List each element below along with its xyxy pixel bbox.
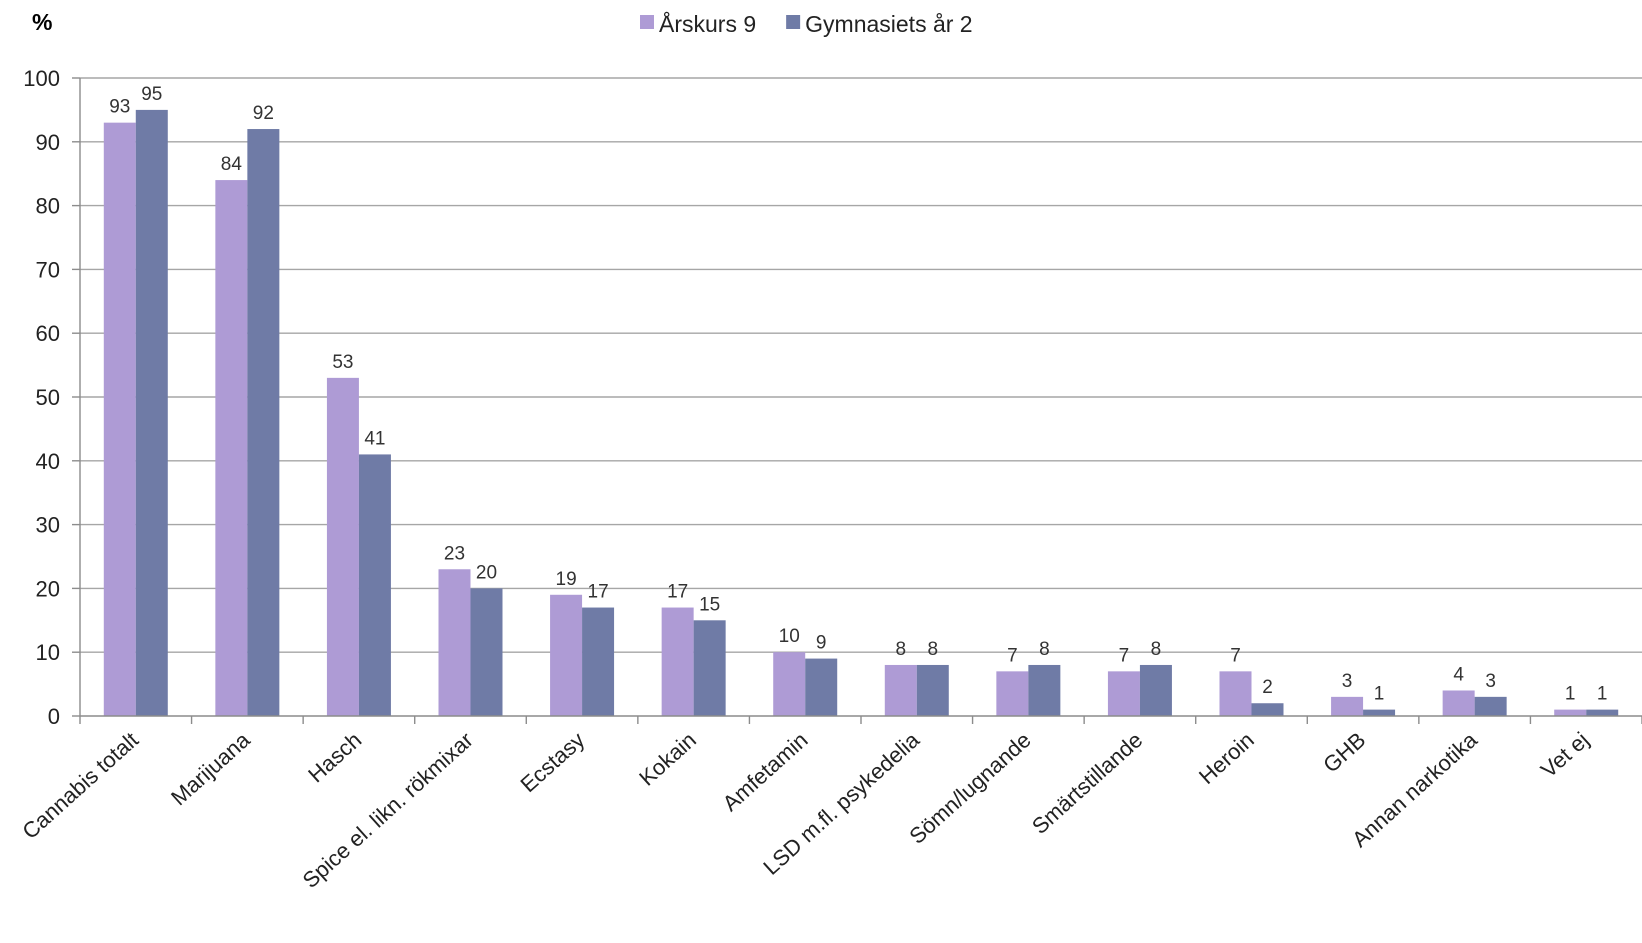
gridlines: [80, 77, 1642, 653]
legend-label: Årskurs 9: [659, 10, 756, 37]
data-label: 8: [1151, 639, 1162, 660]
bar-series-2: [693, 620, 726, 716]
y-tick-label: 100: [23, 66, 60, 91]
data-label: 17: [588, 582, 609, 603]
data-label: 3: [1342, 671, 1353, 692]
data-label: 1: [1597, 684, 1608, 705]
bar-series-2: [358, 454, 391, 716]
legend-label: Gymnasiets år 2: [805, 11, 972, 37]
bar-series-2: [1028, 664, 1061, 716]
y-axis-tick-labels: 0 10 20 30 40 50 60 70 80 90 100: [23, 66, 60, 729]
data-label: 8: [895, 639, 906, 660]
y-tick-label: 50: [36, 385, 60, 410]
data-label: 23: [444, 543, 465, 564]
category-label: Sömn/lugnande: [904, 727, 1035, 849]
bar-series-1: [884, 664, 917, 716]
data-label: 41: [364, 428, 385, 449]
y-tick-label: 80: [36, 194, 60, 219]
y-tick-label: 90: [36, 130, 60, 155]
y-tick-label: 0: [48, 704, 60, 729]
category-label: Vet ej: [1536, 727, 1594, 782]
legend-swatch: [640, 15, 654, 29]
bar-series-1: [996, 671, 1029, 716]
bar-series-1: [438, 569, 471, 716]
data-label: 53: [332, 352, 353, 373]
legend: Årskurs 9 Gymnasiets år 2: [640, 10, 973, 37]
category-label: Marijuana: [166, 727, 255, 811]
data-label: 84: [221, 154, 243, 175]
category-label: Hasch: [303, 727, 366, 787]
axes: [72, 77, 1642, 724]
bar-series-2: [1251, 703, 1284, 716]
bars: [103, 109, 1619, 717]
data-label: 20: [476, 562, 497, 583]
data-label: 7: [1007, 645, 1018, 666]
category-label: Heroin: [1194, 727, 1259, 789]
bar-series-2: [470, 588, 503, 716]
data-label: 15: [699, 594, 720, 615]
data-label: 2: [1262, 677, 1273, 698]
bar-series-1: [326, 377, 359, 716]
data-label: 92: [253, 103, 274, 124]
category-label: GHB: [1318, 727, 1370, 777]
bar-series-1: [103, 122, 136, 716]
y-axis-unit-label: %: [32, 9, 52, 35]
bar-series-1: [550, 594, 583, 716]
bar-series-1: [773, 652, 806, 716]
category-label: Amfetamin: [718, 727, 813, 816]
bar-series-1: [215, 180, 248, 716]
data-label: 9: [816, 633, 827, 654]
bar-series-1: [1219, 671, 1252, 716]
y-tick-label: 40: [36, 449, 60, 474]
bar-series-2: [805, 658, 838, 716]
bar-series-2: [1363, 709, 1396, 716]
data-label: 8: [1039, 639, 1050, 660]
y-tick-label: 60: [36, 321, 60, 346]
y-tick-label: 20: [36, 576, 60, 601]
data-label: 4: [1453, 664, 1464, 685]
category-label: Ecstasy: [515, 727, 589, 797]
bar-series-1: [1107, 671, 1140, 716]
bar-series-2: [247, 129, 280, 717]
data-label: 3: [1485, 671, 1496, 692]
data-label: 1: [1565, 684, 1576, 705]
data-label: 17: [667, 582, 688, 603]
bar-series-2: [916, 664, 949, 716]
y-tick-label: 10: [36, 640, 60, 665]
y-tick-label: 70: [36, 257, 60, 282]
bar-series-1: [1554, 709, 1587, 716]
bar-series-1: [1442, 690, 1475, 716]
bar-series-2: [135, 109, 168, 716]
bar-series-2: [1586, 709, 1619, 716]
bar-series-1: [661, 607, 694, 716]
bar-series-2: [1474, 696, 1507, 716]
bar-series-2: [1139, 664, 1172, 716]
data-label: 10: [779, 626, 800, 647]
y-tick-label: 30: [36, 513, 60, 538]
data-label: 93: [109, 97, 130, 118]
data-label: 1: [1374, 684, 1385, 705]
data-label: 8: [927, 639, 938, 660]
bar-series-2: [582, 607, 615, 716]
data-label: 7: [1119, 645, 1130, 666]
data-label: 19: [556, 569, 577, 590]
data-label: 7: [1230, 645, 1241, 666]
category-label: Smärtstillande: [1027, 727, 1147, 839]
category-label: Kokain: [634, 727, 701, 791]
data-label: 95: [141, 84, 162, 105]
legend-swatch: [786, 15, 801, 29]
bar-series-1: [1331, 696, 1364, 716]
category-label: Cannabis totalt: [17, 727, 143, 844]
